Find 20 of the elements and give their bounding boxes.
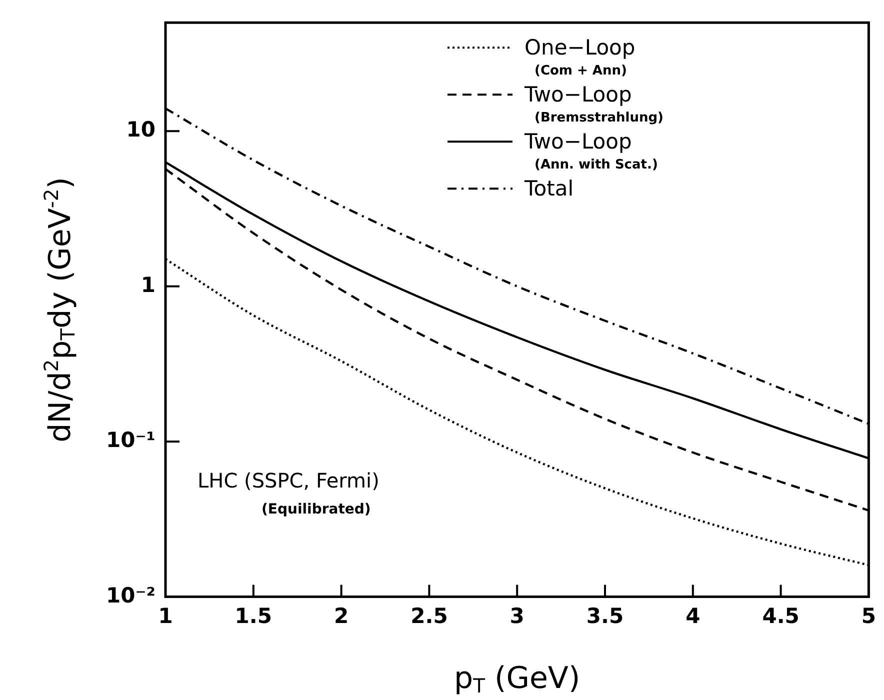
legend-label: Two−Loop (Ann. with Scat.) <box>524 130 658 173</box>
x-tick-label: 2 <box>334 604 349 628</box>
x-tick-label: 1 <box>158 604 173 628</box>
legend-label: Total <box>524 176 574 201</box>
y-tick-label: 10⁻² <box>106 583 156 608</box>
y-tick-label: 10⁻¹ <box>106 428 156 452</box>
x-tick-label: 4 <box>686 604 700 628</box>
y-tick-label: 1 <box>140 272 156 297</box>
legend-label: One−Loop (Com + Ann) <box>524 36 636 79</box>
x-tick-label: 4.5 <box>762 604 800 628</box>
x-tick-label: 3 <box>510 604 524 628</box>
x-tick-label: 3.5 <box>586 604 624 628</box>
legend-label: Two−Loop (Bremsstrahlung) <box>524 82 664 126</box>
x-tick-label: 5 <box>861 604 876 628</box>
x-tick-label: 2.5 <box>410 604 448 628</box>
y-axis-title: dN/d2pTdy (GeV-2) <box>40 176 80 442</box>
annotation: (Equilibrated) <box>262 502 371 518</box>
x-tick-label: 1.5 <box>234 604 272 628</box>
annotation: LHC (SSPC, Fermi) <box>198 468 380 493</box>
y-tick-label: 10 <box>126 118 156 142</box>
